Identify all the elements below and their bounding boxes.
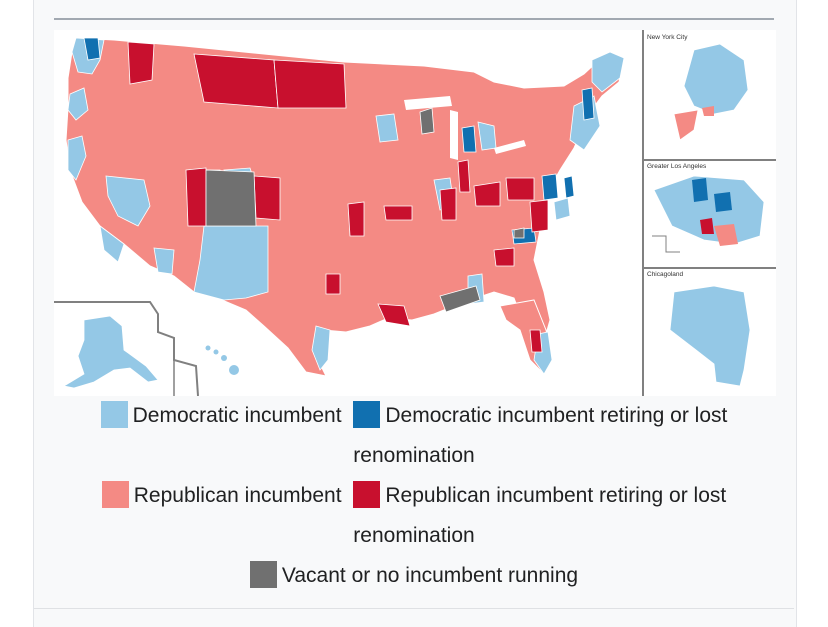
district-nc: [493, 247, 515, 267]
la-district-red: [714, 224, 738, 246]
district-tx: [311, 325, 331, 371]
inset-label-chicago: Chicagoland: [647, 271, 684, 278]
district-ok: [325, 273, 341, 295]
hawaii-islands: [205, 345, 239, 375]
district-oh: [473, 181, 501, 207]
district-wy: [253, 175, 281, 221]
la-district-dark-1: [692, 178, 708, 202]
top-divider: [54, 18, 774, 20]
la-map: [653, 175, 765, 245]
legend-label-rep-incumbent: Republican incumbent: [133, 484, 342, 507]
rep-retiring-districts: [127, 41, 549, 353]
legend-swatch-vacant: [249, 561, 277, 588]
district-va-west: [529, 199, 549, 233]
district-ma: [581, 87, 595, 121]
district-ky: [383, 205, 413, 221]
district-az: [153, 247, 175, 275]
district-ca-south: [99, 225, 125, 263]
district-ga-north: [439, 285, 481, 313]
district-ut-west: [185, 167, 207, 227]
hawaii-island-4: [229, 365, 239, 375]
lake-superior: [404, 96, 452, 110]
legend-swatch-rep-incumbent: [101, 481, 129, 508]
legend-label-dem-retiring: Democratic incumbent retiring or lost re…: [353, 404, 728, 467]
city-insets: New York City Greater Los Angeles Chicag…: [642, 30, 776, 396]
district-ut-salt-lake: [205, 169, 257, 227]
contiguous-us-map: [65, 37, 625, 377]
inset-label-la: Greater Los Angeles: [647, 163, 707, 170]
district-pa: [541, 173, 559, 201]
legend-swatch-dem-incumbent: [100, 401, 128, 428]
nyc-district-queens: [702, 106, 714, 116]
legend-label-rep-retiring: Republican incumbent retiring or lost re…: [353, 484, 727, 547]
district-wv: [505, 177, 535, 201]
district-nm: [193, 225, 269, 301]
district-or-coast: [67, 87, 89, 121]
legend-swatch-dem-retiring: [353, 401, 381, 428]
district-mt: [193, 53, 279, 109]
la-district-dark-red: [700, 218, 714, 234]
chicago-map: [669, 285, 751, 387]
inset-label-nyc: New York City: [647, 34, 688, 41]
legend-label-vacant: Vacant or no incumbent running: [281, 564, 579, 587]
inset-frame-line: [54, 301, 199, 397]
hawaii-island-1: [205, 345, 211, 351]
legend-item-dem-incumbent: Democratic incumbent: [100, 401, 342, 428]
alaska-hawaii-inset: [54, 301, 239, 397]
district-mo: [347, 201, 365, 237]
legend-label-dem-incumbent: Democratic incumbent: [132, 404, 342, 427]
district-map[interactable]: New York City Greater Los Angeles Chicag…: [54, 30, 776, 397]
nyc-map: [683, 43, 749, 115]
nyc-staten-island: [673, 109, 699, 141]
lake-michigan: [450, 110, 458, 160]
la-frame-mark: [652, 235, 680, 253]
district-va-rich: [513, 227, 525, 239]
us-districts-map-svg: New York City Greater Los Angeles Chicag…: [54, 30, 776, 397]
district-la: [377, 303, 411, 327]
bottom-divider: [34, 608, 794, 609]
district-wa-seattle: [83, 37, 101, 61]
legend-item-vacant: Vacant or no incumbent running: [249, 561, 579, 588]
district-wi: [419, 107, 435, 135]
hawaii-island-2: [213, 349, 219, 355]
dem-retiring-districts: [83, 37, 595, 245]
district-me: [591, 51, 625, 93]
vacant-districts: [205, 107, 525, 313]
district-mn: [375, 113, 399, 143]
district-md: [553, 197, 571, 221]
hawaii-island-3: [221, 355, 227, 361]
district-fl-north: [529, 329, 543, 353]
district-nv: [105, 175, 151, 227]
district-mi-detroit: [461, 125, 477, 153]
lake-erie: [494, 140, 526, 154]
district-in: [439, 187, 457, 221]
la-district-dark-2: [714, 192, 732, 212]
map-legend: Democratic incumbent Democratic incumben…: [40, 396, 788, 596]
district-nj: [563, 175, 575, 199]
legend-swatch-rep-retiring: [353, 481, 381, 508]
district-in-south: [457, 159, 471, 193]
great-lakes: [404, 96, 526, 160]
legend-item-rep-incumbent: Republican incumbent: [101, 481, 342, 508]
alaska-shape: [62, 315, 159, 389]
district-nd: [273, 59, 347, 109]
district-wa-east: [127, 41, 155, 85]
district-ca-bay: [67, 135, 87, 181]
